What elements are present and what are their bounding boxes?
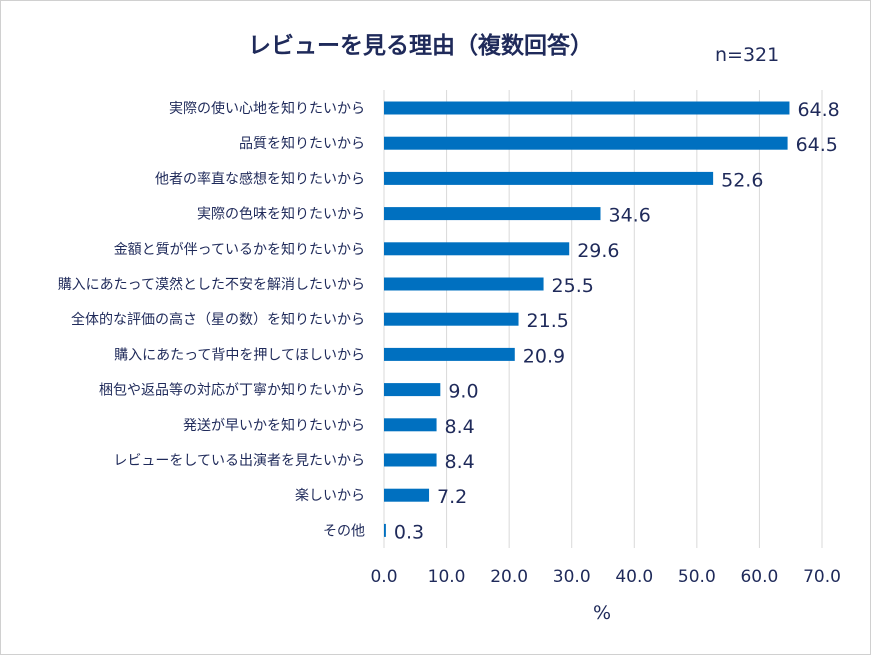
bar [384, 277, 544, 291]
bar [384, 523, 386, 537]
category-label: 梱包や返品等の対応が丁寧か知りたいから [99, 382, 365, 399]
bar [384, 453, 437, 467]
data-labels: 64.8 64.5 52.6 34.6 29.6 25.5 21.5 20.9 9.0 8.4 8.… [394, 99, 840, 543]
category-label: その他 [323, 523, 365, 539]
category-label: 他者の率直な感想を知りたいから [155, 170, 365, 187]
data-label: 8.4 [445, 416, 475, 438]
bar [384, 418, 437, 432]
sample-size: n=321 [715, 44, 780, 66]
category-label: 発送が早いかを知りたいから [183, 417, 365, 434]
data-label: 21.5 [527, 310, 569, 332]
x-tick-label: 20.0 [490, 567, 528, 587]
data-label: 34.6 [608, 205, 650, 227]
x-tick-label: 0.0 [370, 567, 397, 587]
category-label: 全体的な評価の高さ（星の数）を知りたいから [71, 311, 365, 328]
x-tick-label: 10.0 [428, 567, 466, 587]
category-label: レビューをしている出演者を見たいから [113, 453, 365, 469]
data-label: 52.6 [721, 169, 763, 191]
x-tick-label: 50.0 [678, 567, 716, 587]
bar [384, 242, 570, 256]
category-labels: 実際の使い心地を知りたいから品質を知りたいから他者の率直な感想を知りたいから実際… [58, 100, 365, 539]
category-label: 金額と質が伴っているかを知りたいから [114, 241, 365, 258]
category-label: 実際の使い心地を知りたいから [169, 100, 365, 117]
category-label: 購入にあたって背中を押してほしいから [114, 347, 365, 363]
chart-title: レビューを見る理由（複数回答） [248, 33, 593, 59]
bar [384, 101, 790, 115]
data-label: 29.6 [577, 240, 619, 262]
bar [384, 136, 788, 150]
bar [384, 207, 601, 221]
bar [384, 347, 515, 361]
x-tick-label: 30.0 [553, 567, 591, 587]
gridlines [383, 90, 823, 548]
data-label: 8.4 [445, 451, 475, 473]
category-label: 品質を知りたいから [239, 135, 365, 152]
data-label: 7.2 [437, 486, 467, 508]
bar [384, 488, 430, 502]
data-label: 0.3 [394, 521, 424, 543]
category-label: 実際の色味を知りたいから [197, 206, 365, 223]
x-tick-labels: 0.0 10.0 20.0 30.0 40.0 50.0 60.0 70.0 [370, 567, 840, 587]
category-label: 購入にあたって漠然とした不安を解消したいから [58, 276, 365, 293]
data-label: 20.9 [523, 345, 565, 367]
category-label: 楽しいから [295, 488, 365, 504]
bar [384, 171, 714, 185]
data-label: 64.8 [797, 99, 839, 121]
x-tick-label: 60.0 [740, 567, 778, 587]
data-label: 9.0 [448, 381, 478, 403]
data-label: 25.5 [552, 275, 594, 297]
bars [384, 101, 790, 537]
x-tick-label: 70.0 [803, 567, 841, 587]
x-axis-label: % [593, 602, 611, 624]
bar [384, 312, 519, 326]
data-label: 64.5 [796, 134, 838, 156]
bar [384, 383, 441, 397]
x-tick-label: 40.0 [615, 567, 653, 587]
